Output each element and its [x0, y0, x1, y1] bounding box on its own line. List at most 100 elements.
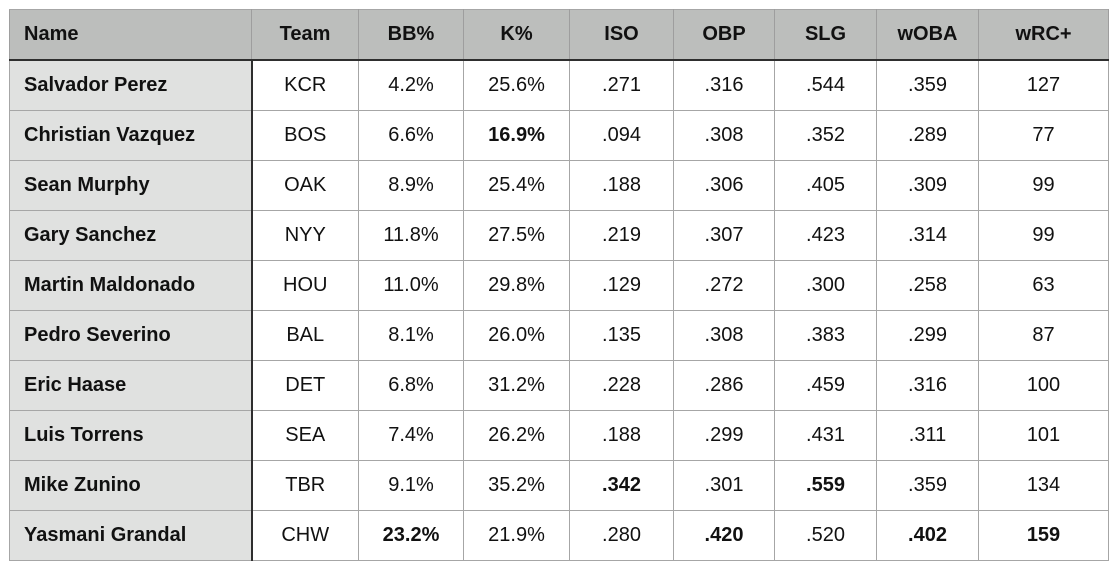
stat-cell-woba: .299 [876, 310, 979, 361]
table-row: Gary Sanchez NYY 11.8% 27.5% .219.307.423.31… [9, 210, 1109, 261]
stat-cell-obp: .272 [673, 260, 775, 311]
stat-cell-woba: .311 [876, 410, 979, 461]
stat-cell-bb-pct: 11.0% [358, 260, 464, 311]
stat-cell-slg: .559 [774, 460, 877, 511]
stat-cell-slg: .520 [774, 510, 877, 561]
stat-cell-obp: .286 [673, 360, 775, 411]
stat-cell-slg: .300 [774, 260, 877, 311]
stat-cell-team: SEA [251, 410, 359, 461]
player-name-cell: Eric Haase [9, 360, 253, 411]
stat-cell-wrc-plus: 159 [978, 510, 1109, 561]
stat-cell-team: KCR [251, 59, 359, 111]
table-row: Salvador Perez KCR 4.2% 25.6% .271.316.544.3… [9, 59, 1109, 111]
column-header-k-pct: K% [463, 9, 570, 61]
stat-cell-iso: .188 [569, 160, 674, 211]
stat-cell-bb-pct: 6.8% [358, 360, 464, 411]
stat-cell-k-pct: 35.2% [463, 460, 570, 511]
stats-table-container: Name Team BB% K% ISO OBP SLG wOBA wRC+ S… [9, 9, 1109, 561]
stat-cell-bb-pct: 9.1% [358, 460, 464, 511]
stat-cell-iso: .135 [569, 310, 674, 361]
header-row: Name Team BB% K% ISO OBP SLG wOBA wRC+ [9, 9, 1109, 61]
stat-cell-obp: .306 [673, 160, 775, 211]
table-row: Sean Murphy OAK 8.9% 25.4% .188.306.405.309 9… [9, 160, 1109, 211]
stat-cell-slg: .431 [774, 410, 877, 461]
stat-cell-obp: .308 [673, 110, 775, 161]
table-row: Yasmani Grandal CHW 23.2% 21.9% .280.420.520… [9, 510, 1109, 561]
column-header-bb-pct: BB% [358, 9, 464, 61]
stat-cell-woba: .359 [876, 59, 979, 111]
stat-cell-slg: .352 [774, 110, 877, 161]
stat-cell-wrc-plus: 134 [978, 460, 1109, 511]
stat-cell-woba: .359 [876, 460, 979, 511]
stat-cell-k-pct: 26.0% [463, 310, 570, 361]
stat-cell-team: BOS [251, 110, 359, 161]
stat-cell-team: BAL [251, 310, 359, 361]
player-name-cell: Mike Zunino [9, 460, 253, 511]
stat-cell-k-pct: 25.6% [463, 59, 570, 111]
stat-cell-slg: .544 [774, 59, 877, 111]
stat-cell-slg: .423 [774, 210, 877, 261]
stat-cell-bb-pct: 6.6% [358, 110, 464, 161]
stat-cell-bb-pct: 11.8% [358, 210, 464, 261]
stat-cell-wrc-plus: 99 [978, 160, 1109, 211]
stat-cell-iso: .342 [569, 460, 674, 511]
stat-cell-wrc-plus: 101 [978, 410, 1109, 461]
stat-cell-k-pct: 29.8% [463, 260, 570, 311]
stat-cell-k-pct: 16.9% [463, 110, 570, 161]
stat-cell-slg: .405 [774, 160, 877, 211]
column-header-team: Team [251, 9, 359, 61]
player-name-cell: Yasmani Grandal [9, 510, 253, 561]
stat-cell-team: TBR [251, 460, 359, 511]
stat-cell-wrc-plus: 63 [978, 260, 1109, 311]
stat-cell-obp: .316 [673, 59, 775, 111]
table-body: Salvador Perez KCR 4.2% 25.6% .271.316.544.3… [9, 59, 1109, 561]
stat-cell-iso: .094 [569, 110, 674, 161]
column-header-woba: wOBA [876, 9, 979, 61]
stat-cell-iso: .219 [569, 210, 674, 261]
player-name-cell: Gary Sanchez [9, 210, 253, 261]
stat-cell-wrc-plus: 100 [978, 360, 1109, 411]
stat-cell-team: OAK [251, 160, 359, 211]
stat-cell-team: NYY [251, 210, 359, 261]
column-header-iso: ISO [569, 9, 674, 61]
stat-cell-iso: .228 [569, 360, 674, 411]
stat-cell-slg: .383 [774, 310, 877, 361]
player-name-cell: Martin Maldonado [9, 260, 253, 311]
stat-cell-iso: .280 [569, 510, 674, 561]
column-header-name: Name [9, 9, 252, 61]
stat-cell-obp: .299 [673, 410, 775, 461]
stat-cell-team: DET [251, 360, 359, 411]
stat-cell-woba: .314 [876, 210, 979, 261]
stat-cell-woba: .402 [876, 510, 979, 561]
stat-cell-iso: .188 [569, 410, 674, 461]
stat-cell-wrc-plus: 77 [978, 110, 1109, 161]
player-name-cell: Luis Torrens [9, 410, 253, 461]
stat-cell-wrc-plus: 127 [978, 59, 1109, 111]
stat-cell-obp: .307 [673, 210, 775, 261]
column-header-obp: OBP [673, 9, 775, 61]
player-name-cell: Salvador Perez [9, 59, 253, 111]
stat-cell-iso: .271 [569, 59, 674, 111]
stat-cell-k-pct: 31.2% [463, 360, 570, 411]
stat-cell-k-pct: 21.9% [463, 510, 570, 561]
stat-cell-bb-pct: 7.4% [358, 410, 464, 461]
stat-cell-iso: .129 [569, 260, 674, 311]
stat-cell-obp: .301 [673, 460, 775, 511]
table-row: Mike Zunino TBR 9.1% 35.2% .342.301.559.359 1… [9, 460, 1109, 511]
stat-cell-wrc-plus: 87 [978, 310, 1109, 361]
player-name-cell: Christian Vazquez [9, 110, 253, 161]
player-name-cell: Pedro Severino [9, 310, 253, 361]
table-row: Luis Torrens SEA 7.4% 26.2% .188.299.431.311… [9, 410, 1109, 461]
stat-cell-bb-pct: 8.9% [358, 160, 464, 211]
stat-cell-woba: .316 [876, 360, 979, 411]
stat-cell-woba: .258 [876, 260, 979, 311]
stat-cell-obp: .420 [673, 510, 775, 561]
column-header-wrc-plus: wRC+ [978, 9, 1109, 61]
stat-cell-k-pct: 26.2% [463, 410, 570, 461]
stat-cell-bb-pct: 4.2% [358, 59, 464, 111]
table-row: Pedro Severino BAL 8.1% 26.0% .135.308.383.2… [9, 310, 1109, 361]
stat-cell-woba: .309 [876, 160, 979, 211]
stat-cell-obp: .308 [673, 310, 775, 361]
stat-cell-k-pct: 27.5% [463, 210, 570, 261]
